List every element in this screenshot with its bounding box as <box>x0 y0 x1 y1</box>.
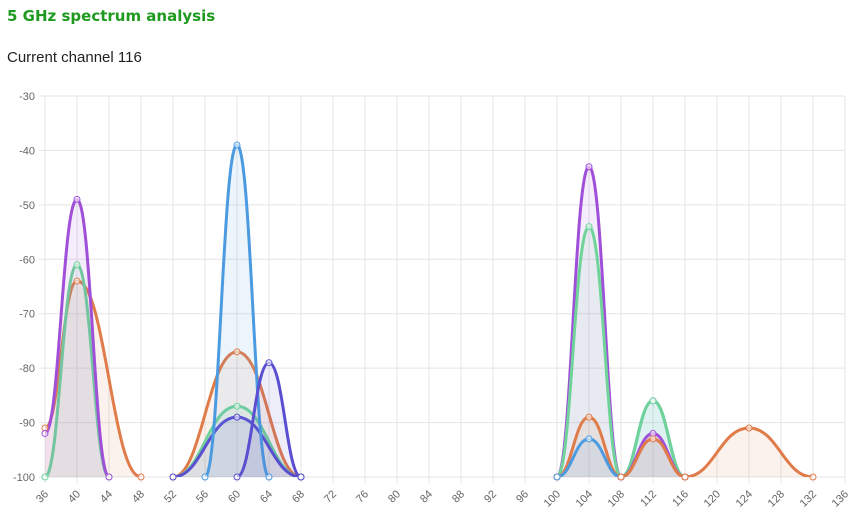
point <box>233 473 241 481</box>
x-tick-label: 48 <box>130 488 147 505</box>
area <box>173 406 301 477</box>
y-tick-label: -70 <box>19 309 35 321</box>
x-tick-label: 88 <box>450 488 467 505</box>
point <box>585 413 593 421</box>
point <box>233 141 241 149</box>
x-tick-label: 68 <box>290 488 307 505</box>
x-tick-label: 100 <box>542 488 563 509</box>
y-tick-label: -60 <box>19 254 35 266</box>
x-tick-label: 60 <box>226 488 243 505</box>
point <box>585 223 593 231</box>
point <box>617 473 625 481</box>
point <box>137 473 145 481</box>
point <box>681 473 689 481</box>
x-tick-label: 36 <box>34 488 51 505</box>
point <box>649 397 657 405</box>
x-tick-label: 56 <box>194 488 211 505</box>
x-tick-label: 92 <box>482 488 499 505</box>
x-tick-label: 52 <box>162 488 179 505</box>
x-tick-label: 40 <box>66 488 83 505</box>
y-tick-label: -90 <box>19 418 35 430</box>
area <box>621 438 685 477</box>
area <box>685 428 813 477</box>
point <box>297 473 305 481</box>
chart-subtitle: Current channel 116 <box>7 49 142 66</box>
area <box>557 226 621 477</box>
area <box>557 438 621 477</box>
y-tick-label: -50 <box>19 200 35 212</box>
area <box>557 166 621 477</box>
x-tick-label: 44 <box>98 488 115 505</box>
point <box>201 473 209 481</box>
area <box>621 433 685 477</box>
point <box>41 429 49 437</box>
x-tick-label: 84 <box>418 488 435 505</box>
point <box>649 435 657 443</box>
x-tick-label: 64 <box>258 488 275 505</box>
point <box>585 163 593 171</box>
point <box>169 473 177 481</box>
x-tick-label: 128 <box>766 488 787 509</box>
y-tick-label: -40 <box>19 145 35 157</box>
point <box>105 473 113 481</box>
y-tick-label: -100 <box>13 472 35 484</box>
point <box>233 413 241 421</box>
point <box>809 473 817 481</box>
area <box>173 417 301 477</box>
x-tick-label: 80 <box>386 488 403 505</box>
point <box>73 277 81 285</box>
x-tick-label: 116 <box>670 488 691 509</box>
area <box>45 264 109 477</box>
point <box>745 424 753 432</box>
area <box>237 362 301 477</box>
point <box>73 261 81 269</box>
x-tick-label: 132 <box>798 488 819 509</box>
point <box>73 195 81 203</box>
area <box>45 199 109 477</box>
x-tick-label: 108 <box>606 488 627 509</box>
x-tick-label: 124 <box>734 488 755 509</box>
point <box>41 473 49 481</box>
x-tick-label: 76 <box>354 488 371 505</box>
point <box>585 435 593 443</box>
area <box>205 144 269 477</box>
area <box>557 417 621 477</box>
x-tick-label: 72 <box>322 488 339 505</box>
x-tick-label: 104 <box>574 488 595 509</box>
x-tick-label: 136 <box>830 488 851 509</box>
x-tick-label: 96 <box>514 488 531 505</box>
point <box>553 473 561 481</box>
point <box>233 402 241 410</box>
point <box>265 473 273 481</box>
point <box>265 359 273 367</box>
x-tick-label: 112 <box>638 488 659 509</box>
x-tick-label: 120 <box>702 488 723 509</box>
y-tick-label: -80 <box>19 363 35 375</box>
chart-title: 5 GHz spectrum analysis <box>7 7 215 25</box>
point <box>233 348 241 356</box>
y-tick-label: -30 <box>19 91 35 103</box>
